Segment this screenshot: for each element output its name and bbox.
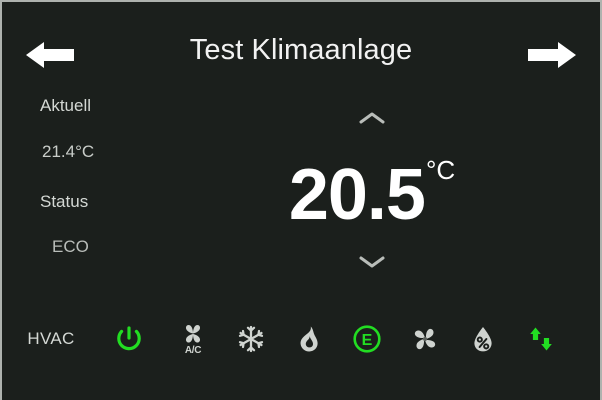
setpoint-value: 20.5 — [288, 155, 426, 235]
info-column: Aktuell 21.4°C Status ECO — [2, 97, 212, 255]
setpoint-unit: °C — [425, 155, 456, 185]
circulation-icon — [530, 327, 552, 351]
hvac-eco-button[interactable]: E — [338, 316, 396, 362]
page-title: Test Klimaanlage — [189, 34, 413, 66]
hvac-humidity-button[interactable] — [454, 316, 512, 362]
arrow-left-icon — [26, 42, 74, 68]
hvac-ac-button[interactable]: A/C — [164, 316, 222, 362]
hvac-heat-button[interactable] — [280, 316, 338, 362]
hvac-cool-button[interactable] — [222, 316, 280, 362]
ac-fan-icon — [185, 324, 201, 343]
header-bar: Test Klimaanlage — [2, 2, 600, 90]
setpoint-control: 20.5 °C — [207, 97, 537, 297]
humidity-icon — [474, 327, 492, 352]
setpoint-decrease-button[interactable] — [207, 249, 537, 275]
chevron-down-icon — [359, 256, 385, 268]
hvac-power-button[interactable] — [100, 316, 158, 362]
hvac-bar: HVAC A/C — [2, 316, 600, 362]
status-value: ECO — [52, 237, 89, 256]
eco-icon: E — [353, 325, 381, 353]
hvac-circulation-button[interactable] — [512, 316, 570, 362]
hvac-label: HVAC — [27, 329, 75, 348]
arrow-right-icon — [528, 42, 576, 68]
ac-label: A/C — [184, 344, 202, 356]
arrow-right-button[interactable] — [526, 38, 578, 72]
flame-icon — [300, 326, 318, 352]
current-temp-label: Aktuell — [40, 96, 92, 115]
snowflake-icon — [238, 325, 264, 353]
setpoint-display: 20.5 °C — [207, 139, 537, 244]
setpoint-increase-button[interactable] — [207, 105, 537, 131]
power-icon — [117, 326, 141, 351]
chevron-up-icon — [359, 112, 385, 124]
status-label: Status — [40, 192, 89, 211]
arrow-left-button[interactable] — [24, 38, 76, 72]
current-temp-value: 21.4°C — [42, 142, 95, 161]
svg-text:E: E — [362, 332, 373, 349]
hvac-fan-button[interactable] — [396, 316, 454, 362]
fan-icon — [414, 328, 436, 350]
